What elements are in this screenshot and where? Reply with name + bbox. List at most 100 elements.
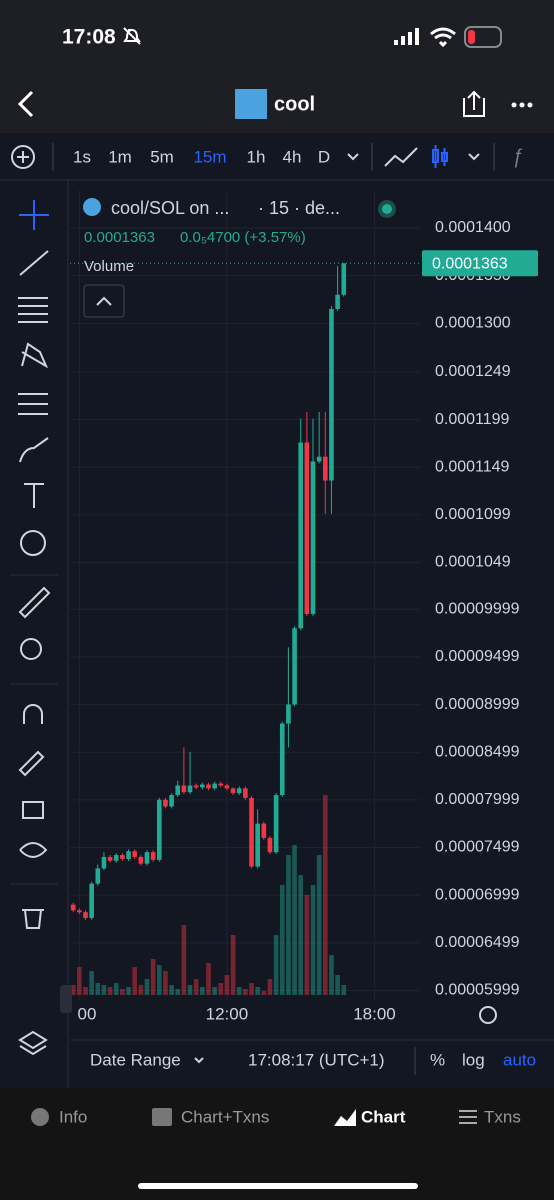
log-toggle[interactable]: log — [462, 1050, 485, 1069]
forecast-tool[interactable] — [18, 393, 48, 415]
volume-bar — [249, 983, 254, 995]
candle-body — [279, 723, 285, 796]
lock-tool[interactable] — [22, 801, 44, 819]
add-button[interactable] — [11, 145, 35, 169]
volume-bar — [279, 885, 285, 995]
candle-body — [144, 852, 150, 864]
volume-bar — [150, 959, 156, 995]
crosshair-tool[interactable] — [19, 200, 49, 230]
chart-icon — [334, 1109, 356, 1126]
legend-avatar — [83, 198, 101, 216]
candle-body — [261, 823, 267, 838]
candle-body — [187, 785, 193, 793]
interval-button[interactable]: 1h — [247, 147, 266, 166]
legend-change: 0.0₅4700 (+3.57%) — [180, 229, 306, 246]
x-tick-label: 00 — [78, 1004, 97, 1023]
signal-icon — [394, 28, 419, 45]
indicator-icon[interactable]: ƒ — [512, 145, 523, 167]
volume-bar — [273, 935, 279, 995]
volume-bar — [200, 987, 205, 995]
ruler-tool[interactable] — [18, 586, 51, 619]
interval-button[interactable]: 1m — [108, 147, 132, 166]
candle-body — [292, 628, 297, 705]
interval-button[interactable]: 1s — [73, 147, 91, 166]
volume-bar — [292, 845, 297, 995]
status-time: 17:08 — [62, 26, 116, 49]
lock-draw-tool[interactable] — [18, 750, 45, 777]
volume-bar — [261, 991, 267, 995]
candle-body — [107, 856, 113, 861]
volume-bar — [175, 989, 181, 995]
token-title: cool — [274, 93, 315, 115]
candle-body — [95, 868, 101, 884]
volume-bar — [95, 983, 101, 995]
magnet-tool[interactable] — [23, 704, 43, 724]
volume-bar — [107, 987, 113, 995]
x-tick-label: 12:00 — [206, 1004, 249, 1023]
legend-meta: · 15 · de... — [258, 198, 340, 218]
collapse-toolbar-handle[interactable] — [60, 985, 72, 1013]
candle-body — [156, 799, 162, 860]
back-button[interactable] — [17, 90, 34, 118]
y-tick-label: 0.00007499 — [435, 839, 520, 856]
battery-level — [468, 30, 475, 44]
volume-bar — [224, 975, 230, 995]
percent-toggle[interactable]: % — [430, 1050, 445, 1069]
y-tick-label: 0.0001400 — [435, 219, 511, 236]
y-tick-label: 0.0001049 — [435, 554, 511, 571]
volume-bar — [187, 985, 193, 995]
settings-button[interactable] — [479, 1006, 497, 1024]
tab[interactable]: Info — [59, 1107, 87, 1126]
tab[interactable]: Chart+Txns — [181, 1107, 269, 1126]
tab[interactable]: Txns — [484, 1107, 521, 1126]
candle-body — [101, 856, 107, 869]
volume-bar — [169, 985, 174, 995]
candle-body — [249, 797, 254, 867]
candle-body — [304, 442, 310, 614]
zoom-tool[interactable] — [20, 638, 42, 660]
interval-button[interactable]: 15m — [193, 147, 226, 166]
layers-tool[interactable] — [18, 1030, 48, 1056]
candle-type-icon[interactable] — [432, 145, 448, 168]
volume-bar — [83, 987, 88, 995]
y-tick-label: 0.00005999 — [435, 982, 520, 999]
share-button[interactable] — [463, 90, 485, 117]
volume-bar — [163, 971, 168, 995]
candle-body — [316, 456, 322, 462]
text-tool[interactable] — [24, 483, 44, 508]
y-tick-label: 0.00008499 — [435, 743, 520, 760]
candle-body — [243, 788, 248, 798]
tab[interactable]: Chart — [361, 1107, 406, 1126]
visibility-tool[interactable] — [19, 842, 48, 858]
volume-bar — [316, 855, 322, 995]
candle-body — [138, 856, 144, 864]
emoji-tool[interactable] — [20, 530, 46, 556]
candle-body — [200, 784, 205, 788]
candle-body — [193, 785, 199, 788]
candle-body — [286, 704, 291, 724]
trendline-tool[interactable] — [19, 250, 49, 276]
collapse-legend-button[interactable] — [83, 284, 125, 318]
interval-button[interactable]: 4h — [283, 147, 302, 166]
line-type-icon[interactable] — [384, 147, 418, 167]
battery-icon — [464, 26, 502, 48]
auto-toggle[interactable]: auto — [503, 1050, 536, 1069]
interval-button[interactable]: D — [318, 147, 330, 166]
y-tick-label: 0.0001199 — [435, 411, 510, 428]
brush-tool[interactable] — [19, 437, 49, 463]
delete-tool[interactable] — [22, 909, 44, 929]
interval-button[interactable]: 5m — [150, 147, 174, 166]
collapse-icon — [96, 296, 112, 306]
candle-body — [230, 788, 236, 794]
candle-body — [206, 784, 211, 789]
candle-body — [298, 442, 304, 629]
more-button[interactable] — [511, 102, 533, 108]
candle-body — [273, 795, 279, 853]
legend-volume: Volume — [84, 258, 134, 275]
date-range-button[interactable]: Date Range — [90, 1050, 181, 1069]
fib-tool[interactable] — [18, 297, 48, 323]
dropdown-icon[interactable] — [347, 153, 480, 161]
candle-body — [89, 883, 94, 918]
home-indicator — [138, 1183, 418, 1189]
pattern-tool[interactable] — [21, 342, 49, 369]
